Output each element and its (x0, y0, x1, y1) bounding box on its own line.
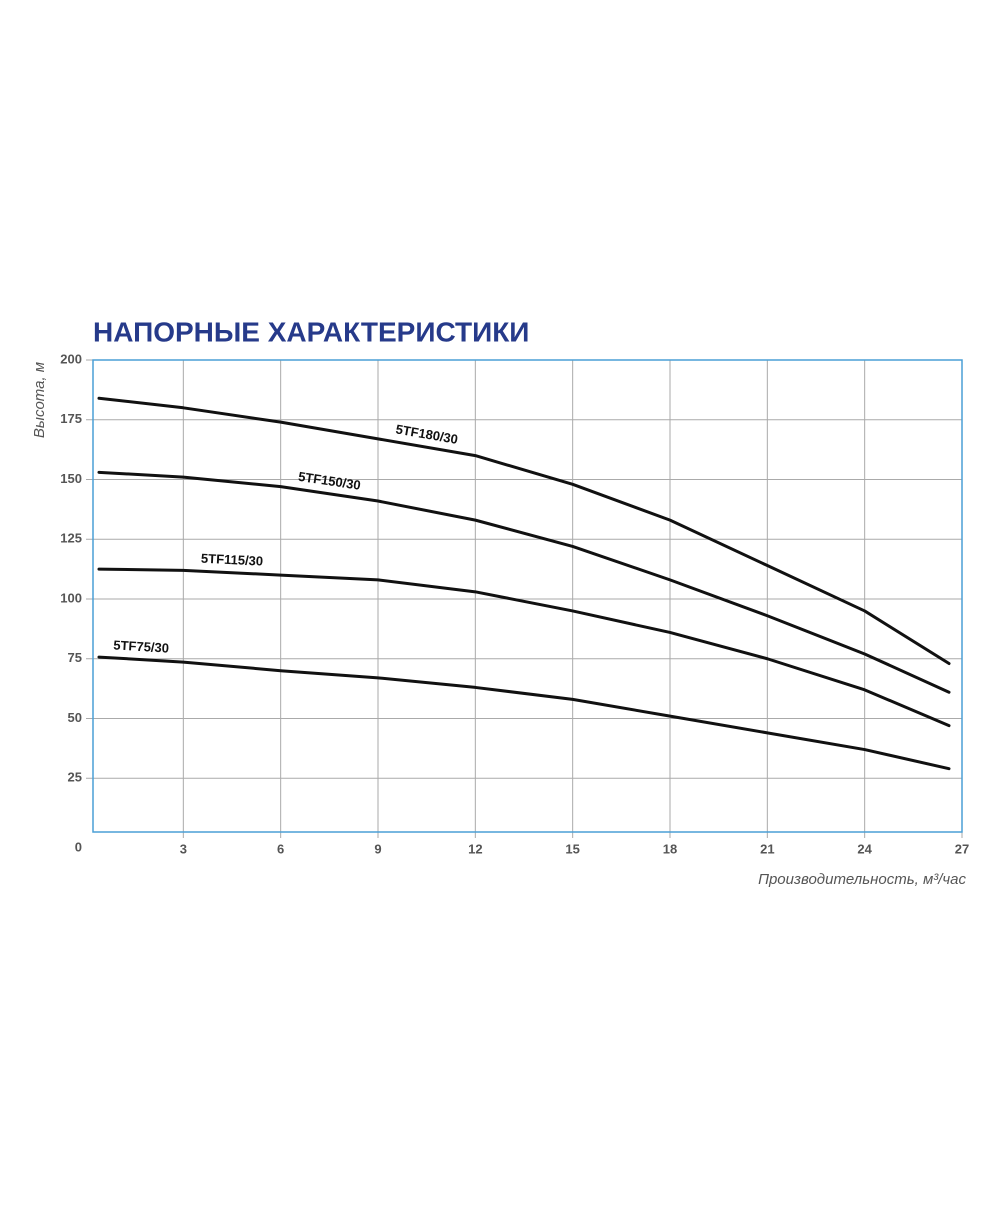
y-tick-label: 175 (60, 411, 82, 426)
curve (97, 655, 951, 771)
curve (97, 470, 951, 694)
x-tick-label: 24 (857, 841, 872, 856)
x-axis-label: Производительность, м³/час (758, 871, 966, 888)
y-tick-label: 125 (60, 531, 82, 546)
y-tick-label: 75 (68, 650, 82, 665)
x-tick-label: 21 (760, 841, 774, 856)
chart-title: НАПОРНЫЕ ХАРАКТЕРИСТИКИ (93, 316, 529, 347)
y-tick-label: 0 (75, 839, 82, 854)
x-tick-label: 27 (955, 841, 969, 856)
y-tick-label: 100 (60, 590, 82, 605)
x-tick-label: 3 (180, 841, 187, 856)
x-tick-label: 15 (565, 841, 579, 856)
curve (97, 396, 951, 666)
y-tick-label: 200 (60, 351, 82, 366)
x-tick-label: 9 (374, 841, 381, 856)
y-tick-label: 25 (68, 770, 82, 785)
y-tick-label: 150 (60, 471, 82, 486)
y-tick-label: 50 (68, 710, 82, 725)
curve-label: 5TF115/30 (201, 551, 264, 569)
x-tick-label: 18 (663, 841, 677, 856)
x-tick-label: 6 (277, 841, 284, 856)
y-axis-label: Высота, м (31, 362, 48, 438)
plot-border (92, 359, 963, 833)
curve (97, 567, 951, 728)
x-tick-label: 12 (468, 841, 482, 856)
curve-label: 5TF75/30 (113, 637, 169, 655)
